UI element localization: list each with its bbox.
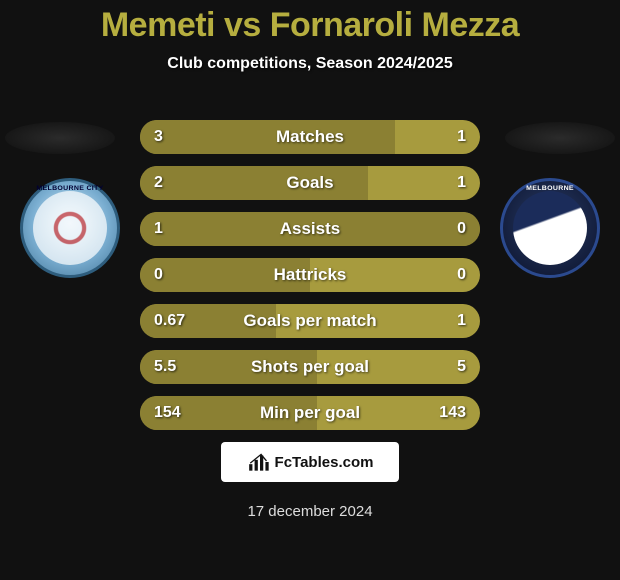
- stat-label: Shots per goal: [140, 350, 480, 384]
- stat-value-right: 0: [457, 212, 466, 246]
- stat-value-left: 154: [154, 396, 181, 430]
- stat-value-left: 1: [154, 212, 163, 246]
- page-title: Memeti vs Fornaroli Mezza: [0, 0, 620, 45]
- stat-label: Goals per match: [140, 304, 480, 338]
- stat-value-left: 0: [154, 258, 163, 292]
- watermark: FcTables.com: [221, 442, 399, 482]
- stat-value-left: 0.67: [154, 304, 185, 338]
- stat-label: Min per goal: [140, 396, 480, 430]
- stat-label: Goals: [140, 166, 480, 200]
- stat-label: Assists: [140, 212, 480, 246]
- stat-value-right: 1: [457, 166, 466, 200]
- stat-value-right: 143: [439, 396, 466, 430]
- watermark-text: FcTables.com: [275, 454, 374, 471]
- stat-label: Hattricks: [140, 258, 480, 292]
- date-text: 17 december 2024: [0, 503, 620, 520]
- stat-value-right: 1: [457, 304, 466, 338]
- stat-row: Matches3 1: [140, 120, 480, 154]
- subtitle: Club competitions, Season 2024/2025: [0, 55, 620, 73]
- stat-value-right: 5: [457, 350, 466, 384]
- stat-value-left: 5.5: [154, 350, 176, 384]
- stat-row: Assists1 0: [140, 212, 480, 246]
- stat-value-left: 3: [154, 120, 163, 154]
- stat-row: Goals per match0.67 1: [140, 304, 480, 338]
- stat-value-right: 1: [457, 120, 466, 154]
- stat-row: Shots per goal5.5 5: [140, 350, 480, 384]
- stat-row: Hattricks0 0: [140, 258, 480, 292]
- stat-value-right: 0: [457, 258, 466, 292]
- stat-value-left: 2: [154, 166, 163, 200]
- stat-row: Goals2 1: [140, 166, 480, 200]
- stat-row: Min per goal154 143: [140, 396, 480, 430]
- stat-label: Matches: [140, 120, 480, 154]
- stats-container: Matches31Goals21Assists10Hattricks00Goal…: [0, 120, 620, 442]
- watermark-bars-icon: [247, 451, 273, 473]
